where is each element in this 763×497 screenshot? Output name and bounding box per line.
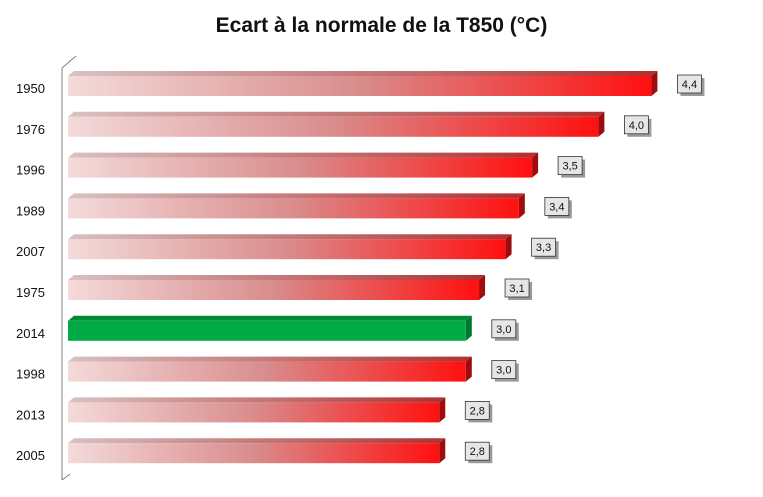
data-label: 2,8 [470, 446, 485, 458]
bar-side-face [651, 71, 658, 96]
bar-side-face [532, 152, 539, 178]
data-label: 3,5 [562, 161, 577, 173]
bar [68, 443, 440, 464]
category-label: 1996 [16, 163, 45, 178]
bar-top-face [68, 315, 472, 321]
bar-top-face [68, 397, 446, 403]
bar [68, 320, 466, 341]
bar-group: 3,0 [68, 356, 519, 382]
bar-top-face [68, 152, 539, 158]
data-label-box [491, 360, 517, 380]
bar-side-face [518, 193, 525, 219]
bar-side-face [439, 397, 446, 423]
bar-group: 3,3 [68, 234, 559, 260]
bar [68, 280, 480, 300]
data-label: 4,4 [682, 79, 697, 91]
bar-group: 3,5 [68, 152, 586, 178]
category-label: 2014 [16, 326, 45, 341]
bar [68, 239, 506, 260]
bar-side-face [598, 111, 605, 137]
bar-top-face [68, 234, 512, 240]
bar [68, 361, 466, 382]
bar [68, 76, 652, 96]
data-label-box [504, 278, 530, 298]
data-label-box [491, 319, 517, 339]
y-axis-bottom-edge [61, 473, 71, 481]
category-label: 1989 [16, 203, 45, 218]
bar-group: 4,0 [68, 111, 652, 137]
data-label-box [531, 237, 556, 257]
category-label: 1950 [16, 81, 45, 96]
bar-group: 3,4 [68, 193, 572, 219]
bar-top-face [68, 111, 605, 117]
category-label: 1998 [16, 367, 45, 382]
data-label: 3,1 [509, 283, 524, 295]
bar [68, 402, 440, 423]
category-label: 2013 [16, 407, 45, 422]
bar-top-face [68, 275, 486, 280]
bar-group: 3,1 [68, 275, 533, 300]
bar-group: 3,0 [68, 315, 519, 341]
bar [68, 198, 519, 219]
data-label: 3,0 [496, 365, 511, 377]
category-label: 2007 [16, 244, 45, 259]
data-label-box [677, 74, 702, 94]
y-axis-top-edge [61, 55, 77, 69]
data-label-box [464, 441, 490, 461]
data-label-box [544, 196, 570, 216]
category-label: 1976 [16, 122, 45, 137]
bar-side-face [479, 275, 486, 300]
data-label: 3,4 [549, 201, 564, 213]
data-label: 4,0 [629, 120, 644, 132]
data-label-box [464, 400, 490, 420]
bar-side-face [465, 315, 472, 341]
bar-top-face [68, 71, 658, 76]
data-label-box [557, 156, 583, 176]
bar-group: 2,8 [68, 438, 493, 464]
category-label: 2005 [16, 448, 45, 463]
bar-top-face [68, 438, 446, 444]
bar-top-face [68, 193, 525, 199]
bar-group: 2,8 [68, 397, 493, 423]
category-label: 1975 [16, 285, 45, 300]
bar [68, 116, 599, 137]
bar [68, 157, 533, 178]
bar-side-face [439, 438, 446, 464]
data-label: 2,8 [470, 405, 485, 417]
bar-group: 4,4 [68, 71, 705, 96]
chart-title: Ecart à la normale de la T850 (°C) [215, 14, 548, 37]
bar-side-face [505, 234, 512, 260]
bar-side-face [465, 356, 472, 382]
data-label: 3,0 [496, 324, 511, 336]
bar-top-face [68, 356, 472, 362]
data-label-box [624, 115, 649, 135]
data-label: 3,3 [536, 242, 551, 254]
